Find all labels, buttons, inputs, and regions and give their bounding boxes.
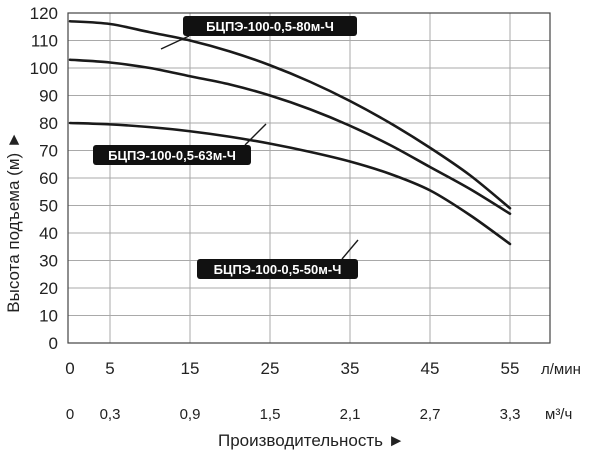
- label-leader-line: [160, 35, 190, 50]
- x-unit-secondary: м³/ч: [545, 406, 572, 423]
- y-tick-label: 10: [39, 307, 58, 326]
- y-tick-labels: 0 10 20 30 40 50 60 70 80 90 100 110 120: [30, 4, 58, 353]
- y-tick-label: 70: [39, 142, 58, 161]
- x-unit-primary: л/мин: [541, 361, 581, 378]
- x-tick-label-secondary: 0,9: [180, 406, 201, 423]
- x-tick-label-primary: 0: [65, 359, 74, 378]
- x-tick-label-secondary: 3,3: [500, 406, 521, 423]
- label-text: БЦПЭ-100-0,5-63м-Ч: [108, 148, 236, 163]
- label-leader-line: [341, 239, 359, 260]
- x-tick-label-primary: 45: [421, 359, 440, 378]
- label-text: БЦПЭ-100-0,5-80м-Ч: [206, 19, 334, 34]
- series-labels: БЦПЭ-100-0,5-80м-Ч БЦПЭ-100-0,5-63м-Ч БЦПЭ…: [93, 16, 359, 279]
- x-tick-label-primary: 15: [181, 359, 200, 378]
- y-tick-label: 0: [49, 334, 58, 353]
- plot-frame: [67, 12, 551, 344]
- label-text: БЦПЭ-100-0,5-50м-Ч: [214, 262, 342, 277]
- x-tick-labels-primary: 0 5 15 25 35 45 55: [65, 359, 519, 378]
- y-tick-label: 20: [39, 279, 58, 298]
- x-tick-label-secondary: 2,1: [340, 406, 361, 423]
- x-tick-label-primary: 55: [501, 359, 520, 378]
- x-tick-label-secondary: 0: [66, 406, 74, 423]
- y-tick-label: 110: [31, 32, 58, 51]
- y-tick-label: 120: [30, 4, 58, 23]
- series-curve-50m: [68, 121, 512, 246]
- x-tick-label-secondary: 2,7: [420, 406, 441, 423]
- x-tick-label-secondary: 0,3: [100, 406, 121, 423]
- x-tick-label-primary: 25: [261, 359, 280, 378]
- label-leader-line: [244, 123, 267, 146]
- series-label: БЦПЭ-100-0,5-80м-Ч: [160, 16, 357, 50]
- x-tick-label-primary: 35: [341, 359, 360, 378]
- series-curve-63m: [68, 58, 512, 216]
- y-tick-label: 30: [39, 252, 58, 271]
- grid: [68, 13, 550, 343]
- label-box: [197, 259, 358, 279]
- series-label: БЦПЭ-100-0,5-63м-Ч: [93, 123, 267, 165]
- label-box: [93, 145, 251, 165]
- y-tick-label: 60: [39, 169, 58, 188]
- y-tick-label: 50: [39, 197, 58, 216]
- y-tick-label: 40: [39, 224, 58, 243]
- x-axis-label: Производительность ►: [218, 431, 405, 450]
- curves: [68, 19, 512, 246]
- series-curve-80m: [68, 19, 512, 210]
- y-tick-label: 90: [39, 87, 58, 106]
- x-tick-label-primary: 5: [105, 359, 114, 378]
- y-tick-label: 80: [39, 114, 58, 133]
- y-axis-label: Высота подъема (м) ►: [4, 131, 23, 312]
- label-box: [183, 16, 357, 36]
- y-tick-label: 100: [30, 59, 58, 78]
- x-tick-label-secondary: 1,5: [260, 406, 281, 423]
- x-tick-labels-secondary: 0 0,3 0,9 1,5 2,1 2,7 3,3: [66, 406, 521, 423]
- series-label: БЦПЭ-100-0,5-50м-Ч: [197, 239, 359, 279]
- plot-border: [67, 12, 551, 344]
